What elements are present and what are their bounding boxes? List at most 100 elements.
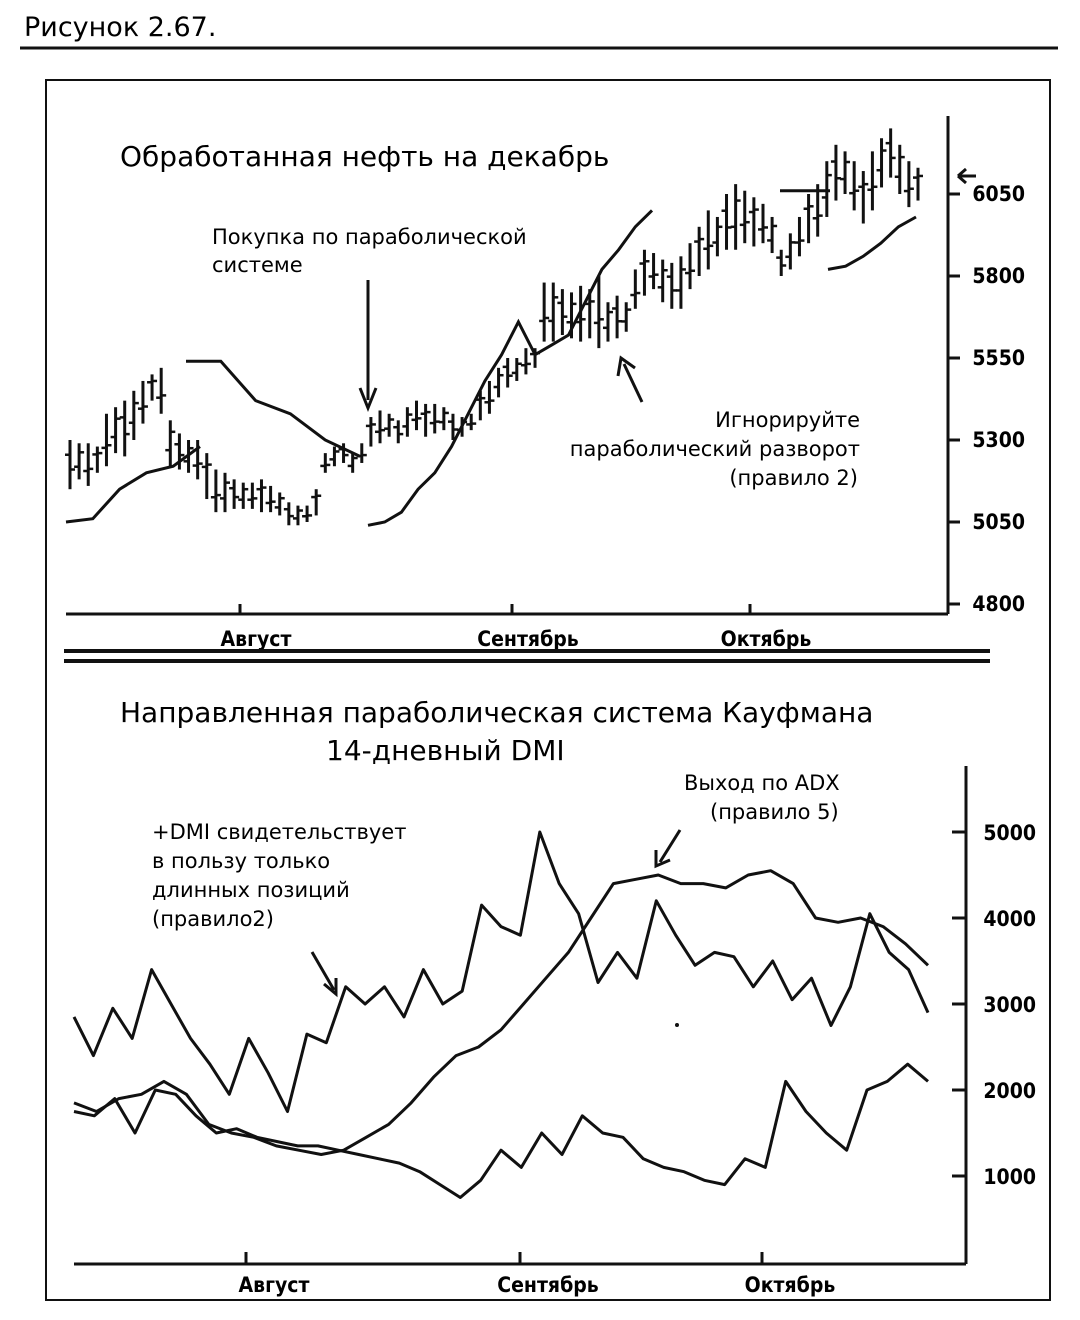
svg-text:+DMI свидетельствует: +DMI свидетельствует (152, 820, 406, 844)
price-bar (466, 413, 477, 431)
x-tick-label: Сентябрь (477, 627, 579, 651)
price-bar (812, 184, 823, 237)
adx-arrow (658, 829, 682, 863)
annotation-buy: Покупка по параболической системе (212, 225, 527, 413)
price-bar (612, 295, 623, 339)
annotation-adx: Выход по ADX (правило 5) (654, 771, 840, 869)
price-chart: Обработанная нефть на декабрь 4800 5050 53… (65, 116, 1025, 651)
price-bar (666, 262, 677, 309)
sar-line (65, 445, 201, 524)
price-bar (110, 407, 121, 454)
annotation-line: +DMI свидетельствует (152, 820, 406, 844)
price-bar (83, 443, 94, 486)
price-bar (520, 348, 531, 375)
annotation-line: Выход по ADX (684, 771, 840, 795)
dmi-series-line (73, 1062, 929, 1199)
svg-text:Игнорируйте: Игнорируйте (715, 408, 860, 432)
price-bar (119, 400, 130, 457)
price-bar (393, 420, 404, 444)
price-bar (356, 443, 367, 463)
price-bar (840, 151, 851, 194)
x-tick-label: Октябрь (745, 1273, 836, 1297)
price-bar (648, 253, 659, 290)
adx-arrow-head (654, 850, 671, 869)
annotation-line: (правило2) (152, 907, 274, 931)
y-tick-label: 1000 (983, 1165, 1036, 1189)
price-bar (411, 400, 422, 431)
svg-text:параболический разворот: параболический разворот (570, 437, 860, 461)
svg-text:(правило 2): (правило 2) (729, 466, 858, 490)
price-bar (639, 249, 650, 296)
price-bar (283, 502, 294, 526)
price-bar (539, 282, 550, 342)
price-bar (92, 446, 103, 473)
x-tick-label: Октябрь (721, 627, 812, 651)
price-bar (329, 446, 340, 467)
price-bar (365, 417, 376, 447)
ignore-arrow (622, 363, 644, 403)
price-bar (247, 482, 258, 509)
dmi-arrow (310, 951, 336, 991)
svg-text:системе: системе (212, 253, 303, 277)
price-bar (757, 203, 768, 244)
price-bar (621, 302, 632, 332)
y-tick-label: 5300 (972, 428, 1025, 452)
price-bar (739, 190, 750, 244)
price-bar (220, 472, 231, 513)
price-bar (156, 367, 167, 414)
y-tick-label: 5050 (972, 510, 1025, 534)
sar-line (367, 209, 654, 527)
svg-text:длинных позиций: длинных позиций (152, 878, 350, 902)
price-bar (274, 492, 285, 516)
price-bar (675, 256, 686, 309)
price-bar (302, 505, 313, 522)
price-bar (794, 216, 805, 257)
price-bar (438, 407, 449, 431)
annotation-line: Покупка по параболической (212, 225, 527, 249)
price-bar (830, 144, 841, 201)
price-bar (903, 161, 914, 208)
price-bar (165, 420, 176, 467)
price-bar (229, 479, 240, 509)
annotation-dmi: +DMI свидетельствует в пользу только дли… (152, 820, 406, 998)
price-bar (630, 269, 641, 309)
y-tick-label: 5800 (972, 264, 1025, 288)
dmi-chart-title: Направленная параболическая система Кауф… (120, 696, 873, 729)
y-tick-label: 3000 (983, 993, 1036, 1017)
price-bar (776, 249, 787, 276)
last-price-arrow-icon (957, 167, 976, 185)
price-bar (147, 374, 158, 401)
price-bar (685, 243, 696, 290)
sar-line (186, 359, 361, 458)
price-bar (201, 453, 212, 500)
dmi-series-line (72, 830, 930, 1113)
price-bar (730, 184, 741, 250)
price-bar (128, 390, 139, 440)
price-bar (74, 443, 85, 480)
price-bar (402, 407, 413, 437)
price-bar (694, 226, 705, 276)
price-bar (593, 276, 604, 349)
price-chart-title: Обработанная нефть на декабрь (120, 140, 609, 173)
price-bar (712, 216, 723, 257)
annotation-line: Игнорируйте (715, 408, 860, 432)
y-tick-label: 6050 (972, 182, 1025, 206)
price-bar (849, 161, 860, 211)
price-bar (238, 482, 249, 509)
price-bar (767, 216, 778, 254)
price-bar (511, 358, 522, 381)
x-tick-label: Август (239, 1273, 310, 1297)
price-bar (657, 259, 668, 303)
svg-text:(правило 5): (правило 5) (710, 800, 839, 824)
svg-text:Выход по ADX: Выход по ADX (684, 771, 840, 795)
price-bar (192, 440, 203, 480)
price-bar (502, 358, 513, 388)
dmi-chart-subtitle: 14-дневный DMI (326, 734, 565, 767)
ignore-arrow-head (616, 355, 636, 377)
stray-dot (675, 1023, 679, 1027)
price-bar (748, 197, 759, 247)
annotation-line: (правило 5) (710, 800, 839, 824)
price-bar (867, 151, 878, 211)
price-bar (484, 380, 495, 414)
